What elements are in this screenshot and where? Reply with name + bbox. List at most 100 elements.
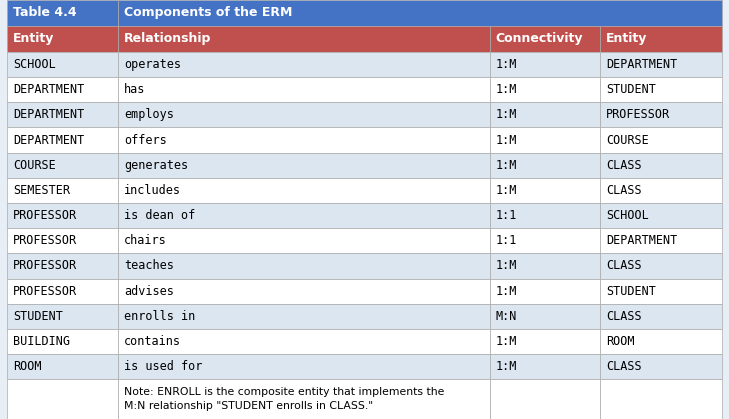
Bar bbox=[490, 178, 600, 203]
Text: PROFESSOR: PROFESSOR bbox=[13, 285, 77, 297]
Bar bbox=[7, 0, 118, 26]
Bar bbox=[7, 329, 118, 354]
Bar bbox=[118, 127, 490, 153]
Text: generates: generates bbox=[124, 159, 188, 172]
Bar bbox=[118, 228, 490, 253]
Text: BUILDING: BUILDING bbox=[13, 335, 70, 348]
Text: advises: advises bbox=[124, 285, 174, 297]
Bar bbox=[7, 203, 118, 228]
Text: 1:1: 1:1 bbox=[496, 209, 517, 222]
Bar bbox=[600, 329, 722, 354]
Bar bbox=[490, 304, 600, 329]
Bar bbox=[490, 253, 600, 279]
Bar bbox=[600, 279, 722, 304]
Text: DEPARTMENT: DEPARTMENT bbox=[13, 109, 85, 122]
Text: ROOM: ROOM bbox=[606, 335, 634, 348]
Bar bbox=[600, 354, 722, 379]
Bar bbox=[118, 304, 490, 329]
Bar bbox=[118, 52, 490, 77]
Bar bbox=[600, 127, 722, 153]
Bar bbox=[7, 153, 118, 178]
Bar bbox=[490, 228, 600, 253]
Bar bbox=[600, 203, 722, 228]
Text: contains: contains bbox=[124, 335, 181, 348]
Text: 1:M: 1:M bbox=[496, 83, 517, 96]
Bar bbox=[7, 178, 118, 203]
Text: ROOM: ROOM bbox=[13, 360, 42, 373]
Text: DEPARTMENT: DEPARTMENT bbox=[13, 134, 85, 147]
Text: SCHOOL: SCHOOL bbox=[13, 58, 56, 71]
Text: enrolls in: enrolls in bbox=[124, 310, 195, 323]
Bar bbox=[118, 354, 490, 379]
Text: Connectivity: Connectivity bbox=[496, 32, 583, 46]
Bar bbox=[490, 354, 600, 379]
Text: Entity: Entity bbox=[13, 32, 55, 46]
Text: SCHOOL: SCHOOL bbox=[606, 209, 649, 222]
Text: DEPARTMENT: DEPARTMENT bbox=[606, 234, 677, 247]
Text: chairs: chairs bbox=[124, 234, 167, 247]
Bar bbox=[490, 153, 600, 178]
Bar bbox=[490, 52, 600, 77]
Bar bbox=[118, 279, 490, 304]
Text: has: has bbox=[124, 83, 145, 96]
Bar bbox=[118, 102, 490, 127]
Bar bbox=[600, 228, 722, 253]
Bar bbox=[118, 77, 490, 102]
Text: Entity: Entity bbox=[606, 32, 647, 46]
Bar bbox=[490, 26, 600, 52]
Text: PROFESSOR: PROFESSOR bbox=[606, 109, 670, 122]
Text: 1:1: 1:1 bbox=[496, 234, 517, 247]
Text: 1:M: 1:M bbox=[496, 259, 517, 272]
Text: COURSE: COURSE bbox=[606, 134, 649, 147]
Text: 1:M: 1:M bbox=[496, 58, 517, 71]
Text: SEMESTER: SEMESTER bbox=[13, 184, 70, 197]
Text: 1:M: 1:M bbox=[496, 335, 517, 348]
Bar bbox=[600, 52, 722, 77]
Bar bbox=[490, 379, 600, 419]
Bar bbox=[600, 253, 722, 279]
Text: CLASS: CLASS bbox=[606, 159, 642, 172]
Bar bbox=[7, 379, 118, 419]
Bar bbox=[490, 102, 600, 127]
Text: CLASS: CLASS bbox=[606, 360, 642, 373]
Text: Relationship: Relationship bbox=[124, 32, 211, 46]
Bar bbox=[600, 77, 722, 102]
Bar bbox=[118, 253, 490, 279]
Text: teaches: teaches bbox=[124, 259, 174, 272]
Text: is used for: is used for bbox=[124, 360, 202, 373]
Text: is dean of: is dean of bbox=[124, 209, 195, 222]
Bar bbox=[118, 0, 722, 26]
Bar bbox=[7, 102, 118, 127]
Text: PROFESSOR: PROFESSOR bbox=[13, 234, 77, 247]
Bar bbox=[118, 26, 490, 52]
Bar bbox=[490, 279, 600, 304]
Bar bbox=[490, 203, 600, 228]
Bar bbox=[600, 379, 722, 419]
Bar bbox=[600, 153, 722, 178]
Text: CLASS: CLASS bbox=[606, 184, 642, 197]
Text: 1:M: 1:M bbox=[496, 184, 517, 197]
Text: STUDENT: STUDENT bbox=[606, 83, 656, 96]
Bar bbox=[7, 77, 118, 102]
Text: Table 4.4: Table 4.4 bbox=[13, 6, 77, 20]
Bar bbox=[7, 127, 118, 153]
Bar bbox=[7, 228, 118, 253]
Bar bbox=[7, 52, 118, 77]
Bar bbox=[490, 77, 600, 102]
Text: DEPARTMENT: DEPARTMENT bbox=[606, 58, 677, 71]
Text: COURSE: COURSE bbox=[13, 159, 56, 172]
Bar bbox=[490, 127, 600, 153]
Text: PROFESSOR: PROFESSOR bbox=[13, 259, 77, 272]
Text: CLASS: CLASS bbox=[606, 310, 642, 323]
Text: STUDENT: STUDENT bbox=[606, 285, 656, 297]
Text: 1:M: 1:M bbox=[496, 285, 517, 297]
Bar bbox=[7, 26, 118, 52]
Bar bbox=[7, 253, 118, 279]
Text: Note: ENROLL is the composite entity that implements the
M:N relationship "STUDE: Note: ENROLL is the composite entity tha… bbox=[124, 388, 444, 411]
Bar bbox=[118, 379, 490, 419]
Text: DEPARTMENT: DEPARTMENT bbox=[13, 83, 85, 96]
Text: 1:M: 1:M bbox=[496, 134, 517, 147]
Bar bbox=[118, 329, 490, 354]
Text: 1:M: 1:M bbox=[496, 360, 517, 373]
Text: offers: offers bbox=[124, 134, 167, 147]
